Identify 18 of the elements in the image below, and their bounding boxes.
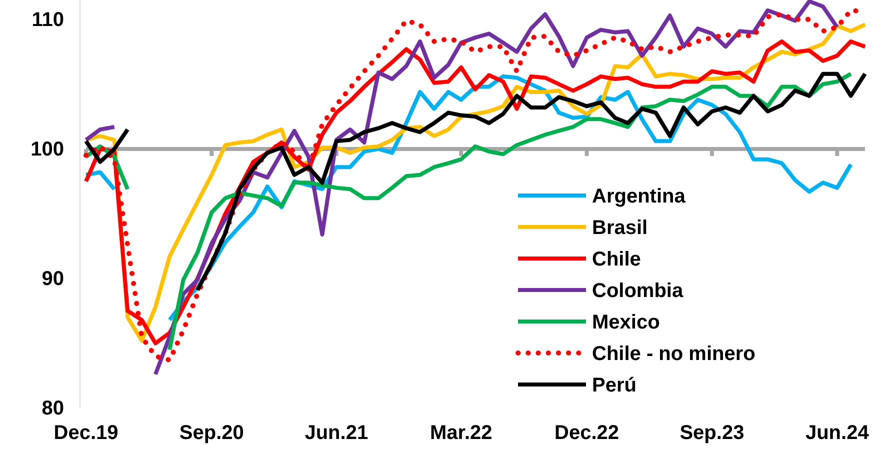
legend-label: Mexico (592, 312, 660, 334)
x-tick-label: Sep.20 (179, 422, 244, 444)
y-tick-label: 90 (42, 268, 64, 290)
y-tick-label: 100 (30, 138, 64, 160)
legend-label: Argentina (592, 186, 686, 208)
legend-label: Brasil (592, 217, 648, 239)
legend-label: Chile (592, 248, 641, 270)
legend-label: Perú (592, 374, 636, 396)
x-tick-label: Jun.24 (805, 422, 870, 444)
y-tick-label: 110 (32, 8, 64, 31)
x-tick-label: Dec.22 (554, 422, 620, 444)
x-tick-label: Mar.22 (430, 422, 492, 444)
x-tick-label: Sep.23 (680, 422, 744, 444)
legend-label: Colombia (592, 280, 684, 302)
x-tick-label: Dec.19 (54, 422, 118, 444)
x-tick-label: Jun.21 (304, 422, 368, 444)
y-tick-label: 80 (42, 397, 64, 420)
legend-label: Chile - no minero (592, 343, 756, 365)
